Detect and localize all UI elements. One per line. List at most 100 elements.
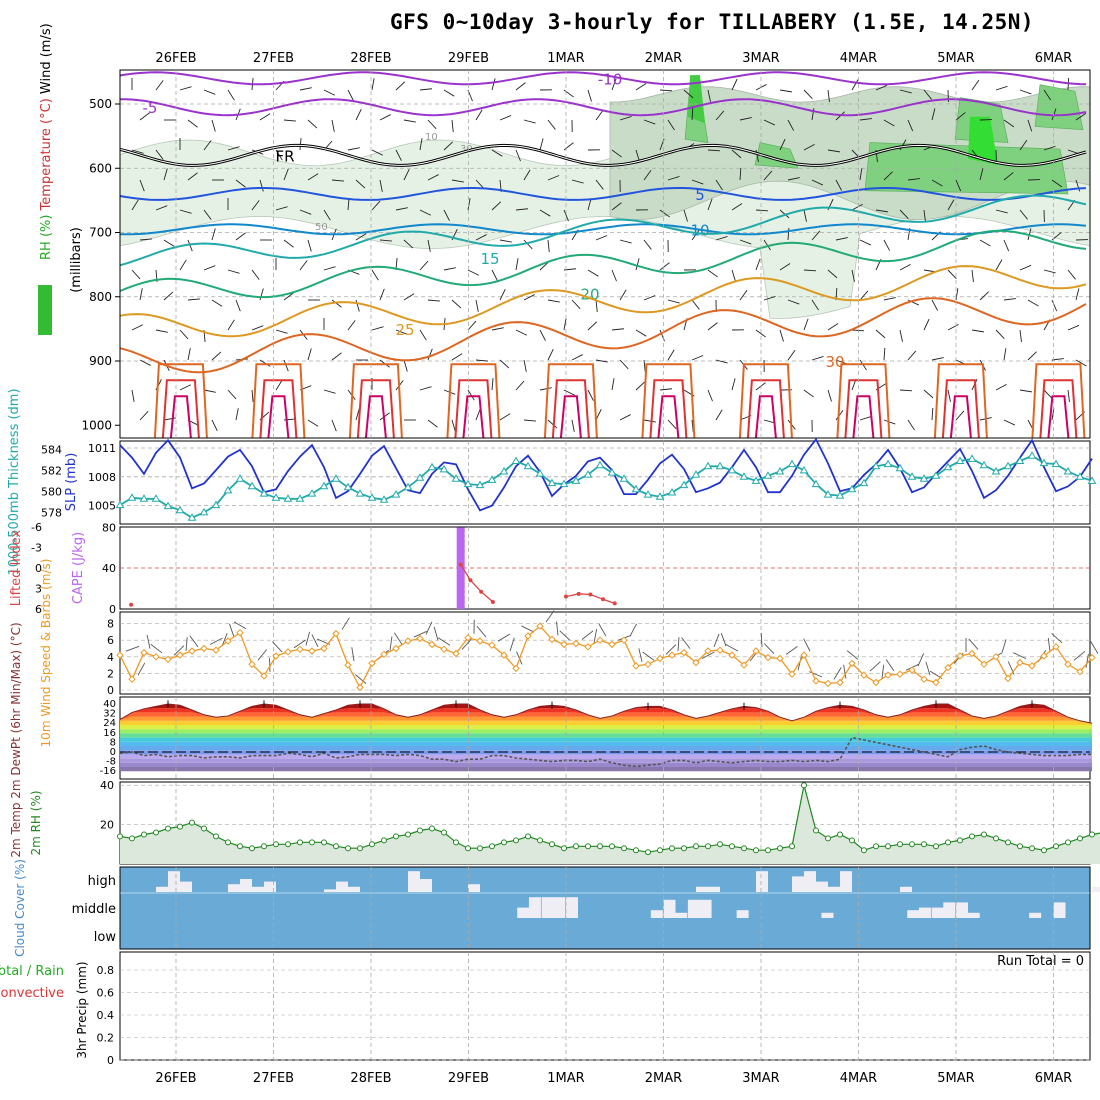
wind-barb-10m [760,632,763,648]
thickness-point [427,462,437,471]
temp-contour-label: 30 [825,353,844,371]
rh-point [657,847,663,854]
wind-speed-point [320,644,328,653]
wind-speed-point [464,633,472,642]
temp-band [120,716,1092,724]
wind-barb [955,179,962,192]
wind-speed-point [272,652,280,660]
wind-barb [739,239,752,245]
wind-speed-point [656,654,664,663]
wind-barb-10m [725,643,739,652]
wind-barb [1003,419,1016,426]
rh-point [249,845,255,852]
wind-barb [211,351,222,361]
wind-barb [635,329,647,337]
cloud-bar-middle [699,899,712,918]
temp-band [120,746,1092,751]
y-tick-label-left: 580 [41,485,62,498]
wind-barb-10m [1047,638,1051,653]
wind-speed-point [356,683,364,692]
wind-barb-10m [1073,651,1086,661]
thickness-point [991,467,1001,475]
wind-speed-point [392,644,400,653]
wind-barb [403,119,416,123]
wind-speed-point [116,651,124,659]
wind-speed-point [308,647,316,655]
rh-point [1053,843,1059,850]
wind-barb [875,84,888,91]
wind-speed-point [620,636,628,644]
temp-contour-label: -5 [143,99,158,117]
wind-speed-point [668,651,676,659]
wind-barb [163,168,168,181]
wind-barb [475,109,483,121]
wind-barb [419,260,429,271]
wind-barb-10m [293,639,306,649]
dewpoint-line [119,736,1092,768]
wind-barb [827,269,838,279]
wind-barb [515,258,519,271]
wind-barb [587,198,592,211]
wind-barb [1075,359,1087,367]
wind-barb [275,149,283,161]
x-tick-label-bottom: 5MAR [937,1071,974,1086]
wind-speed-point [908,666,916,674]
thickness-point [607,468,617,476]
rh-point [477,845,483,852]
rh-point [801,782,807,789]
y-tick-label-left: 6 [35,603,42,616]
wind-barb [131,269,141,280]
wind-barb [491,78,496,91]
wind-barb [1075,288,1080,301]
rh-point [873,843,879,850]
wind-barb [899,389,913,392]
rh-point [729,843,735,850]
thickness-point [223,485,233,494]
wind-barb [995,209,1008,214]
rh-point [813,827,819,834]
wind-barb [395,149,402,161]
wind-barb [947,389,951,402]
wind-barb [515,208,528,211]
temp-contour-surface [941,379,980,439]
wind-barb-10m [233,621,247,630]
y-tick-label-right: 80 [102,521,116,534]
wind-barb [619,414,631,421]
rh-point [405,831,411,838]
wind-barb [283,292,294,301]
wind-barb [1003,172,1014,181]
wind-barb [643,295,656,301]
wind-barb [787,227,790,241]
wind-barb [659,388,672,391]
wind-speed-point [1052,643,1060,651]
thickness-point [403,482,413,491]
freezing-line-inner [119,144,1087,166]
wind-barb [611,149,622,158]
wind-barb [995,383,1007,391]
wind-barb [643,170,652,181]
wind-barb [995,329,1005,339]
wind-barb-10m [1090,641,1099,654]
wind-speed-point [176,651,184,659]
wind-barb [763,239,771,251]
cloud-bar-high [228,884,240,892]
wind-speed-point [248,660,256,669]
rh-point [945,839,951,846]
wind-speed-point [872,678,880,687]
rh-point [129,835,135,842]
rh-point [981,831,987,838]
wind-barb [539,209,551,217]
thickness-point [727,465,737,474]
wind-barb-10m [881,664,885,679]
wind-barb [379,239,392,242]
x-tick-label-bottom: 4MAR [840,1071,877,1086]
wind-barb [211,119,216,132]
rh-point [369,841,375,848]
wind-barb-10m [846,650,859,660]
rh-point [909,841,915,848]
wind-barb [667,419,677,430]
cloud-bar-middle [528,897,541,918]
thickness-point [319,481,329,490]
wind-barb [499,359,510,369]
wind-speed-point [152,653,160,661]
